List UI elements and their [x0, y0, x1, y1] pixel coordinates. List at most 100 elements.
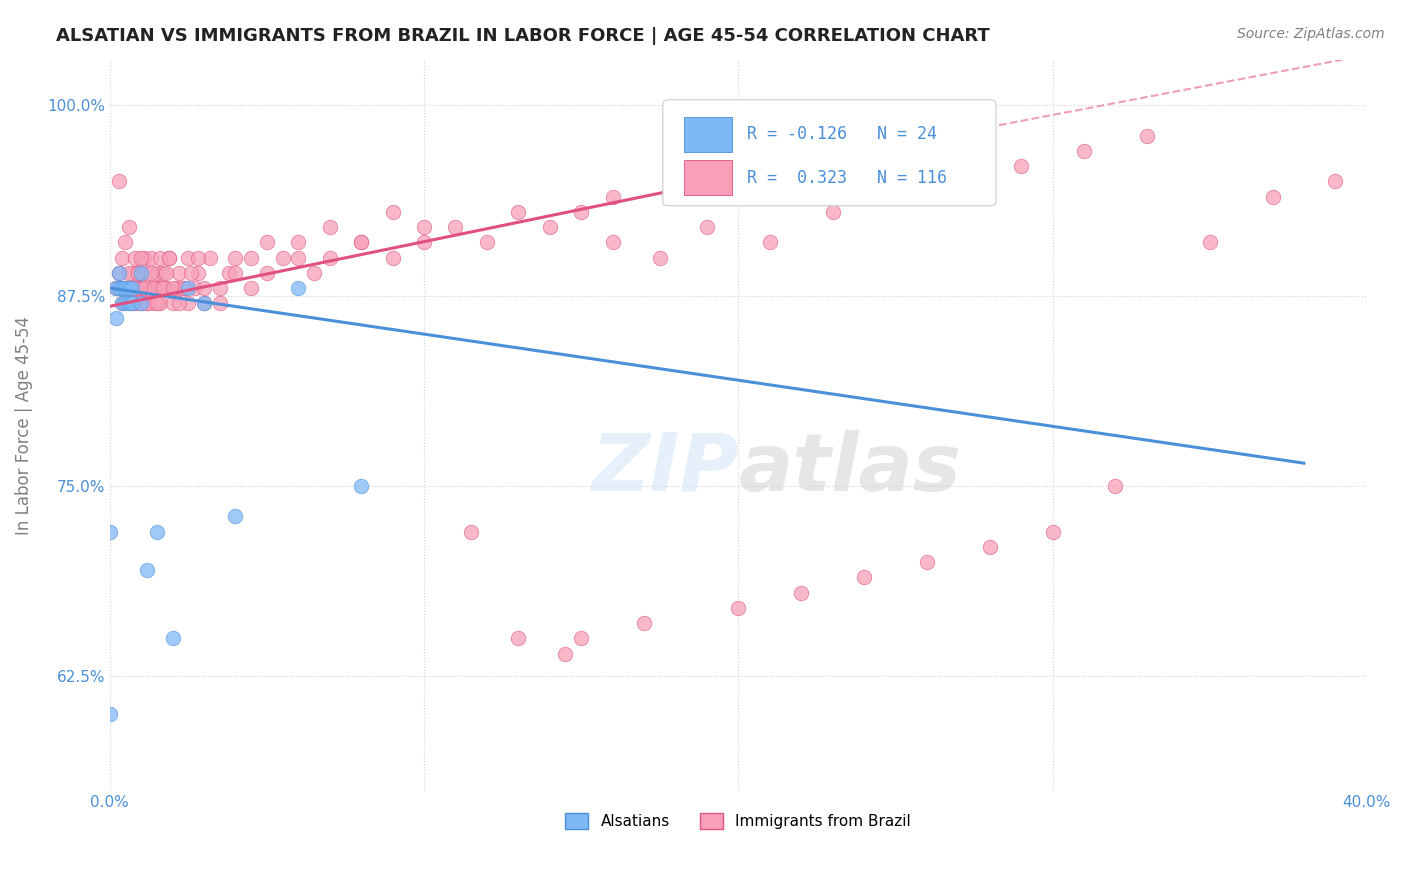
Point	[149, 281, 172, 295]
Point	[105, 281, 128, 295]
Point	[134, 281, 156, 295]
Point	[142, 281, 165, 295]
Point	[117, 220, 139, 235]
Legend: Alsatians, Immigrants from Brazil: Alsatians, Immigrants from Brazil	[560, 807, 917, 836]
Point	[114, 281, 136, 295]
Point	[167, 296, 190, 310]
Point	[350, 479, 373, 493]
Point	[177, 281, 200, 295]
Point	[142, 296, 165, 310]
Point	[664, 174, 686, 188]
Point	[146, 266, 169, 280]
Point	[146, 281, 169, 295]
Point	[302, 266, 325, 280]
Point	[152, 281, 174, 295]
Point	[146, 296, 169, 310]
Point	[381, 251, 404, 265]
Point	[287, 235, 309, 250]
Point	[193, 296, 215, 310]
Point	[117, 296, 139, 310]
Point	[155, 266, 177, 280]
Point	[790, 585, 813, 599]
Point	[1261, 189, 1284, 203]
Point	[127, 266, 149, 280]
Point	[208, 281, 231, 295]
Point	[111, 296, 134, 310]
Point	[139, 266, 162, 280]
Point	[129, 281, 152, 295]
Point	[162, 296, 184, 310]
Point	[240, 281, 263, 295]
Point	[121, 281, 143, 295]
Point	[208, 296, 231, 310]
Point	[139, 251, 162, 265]
Point	[271, 251, 294, 265]
Point	[350, 235, 373, 250]
Point	[979, 540, 1001, 554]
Y-axis label: In Labor Force | Age 45-54: In Labor Force | Age 45-54	[15, 316, 32, 534]
Point	[159, 251, 181, 265]
Point	[569, 632, 592, 646]
Point	[187, 251, 209, 265]
Point	[696, 220, 718, 235]
Point	[136, 296, 159, 310]
Point	[602, 235, 624, 250]
Point	[508, 632, 530, 646]
Point	[124, 251, 146, 265]
Point	[200, 251, 222, 265]
Point	[162, 281, 184, 295]
Point	[224, 266, 246, 280]
Point	[633, 616, 655, 631]
Point	[129, 296, 152, 310]
Point	[155, 281, 177, 295]
Point	[1010, 159, 1032, 173]
Point	[121, 296, 143, 310]
Point	[381, 205, 404, 219]
Point	[1104, 479, 1126, 493]
Point	[105, 281, 128, 295]
Point	[1073, 144, 1095, 158]
Point	[224, 509, 246, 524]
Point	[167, 266, 190, 280]
Point	[256, 266, 278, 280]
Point	[129, 251, 152, 265]
Point	[444, 220, 467, 235]
Text: R = -0.126   N = 24: R = -0.126 N = 24	[747, 125, 936, 143]
Point	[948, 174, 970, 188]
Point	[287, 281, 309, 295]
Point	[129, 296, 152, 310]
Point	[884, 189, 907, 203]
Point	[111, 296, 134, 310]
Point	[117, 296, 139, 310]
Point	[111, 281, 134, 295]
Point	[727, 600, 749, 615]
Point	[114, 296, 136, 310]
Point	[165, 281, 187, 295]
Point	[149, 296, 172, 310]
Point	[554, 647, 576, 661]
Point	[111, 251, 134, 265]
Point	[136, 266, 159, 280]
Point	[1198, 235, 1220, 250]
Point	[129, 266, 152, 280]
Point	[149, 251, 172, 265]
Point	[98, 707, 121, 722]
Point	[136, 563, 159, 577]
FancyBboxPatch shape	[685, 118, 733, 153]
Text: Source: ZipAtlas.com: Source: ZipAtlas.com	[1237, 27, 1385, 41]
Point	[159, 251, 181, 265]
Point	[602, 189, 624, 203]
Point	[193, 296, 215, 310]
Point	[1136, 128, 1159, 143]
Point	[319, 220, 342, 235]
FancyBboxPatch shape	[685, 160, 733, 194]
Point	[218, 266, 240, 280]
Point	[136, 296, 159, 310]
Point	[224, 251, 246, 265]
Point	[475, 235, 498, 250]
Point	[853, 570, 876, 584]
FancyBboxPatch shape	[662, 100, 995, 206]
Point	[460, 524, 482, 539]
Point	[124, 296, 146, 310]
Point	[124, 281, 146, 295]
